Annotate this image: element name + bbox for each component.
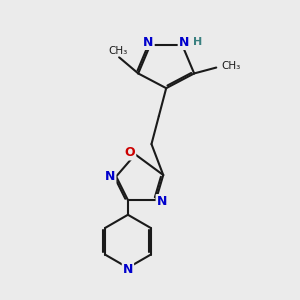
Text: N: N — [105, 170, 116, 183]
Text: CH₃: CH₃ — [221, 61, 241, 71]
Text: CH₃: CH₃ — [109, 46, 128, 56]
Text: N: N — [123, 263, 133, 276]
Text: N: N — [143, 36, 154, 49]
Text: N: N — [179, 36, 189, 49]
Text: O: O — [125, 146, 135, 159]
Text: H: H — [193, 37, 202, 47]
Text: N: N — [157, 195, 167, 208]
